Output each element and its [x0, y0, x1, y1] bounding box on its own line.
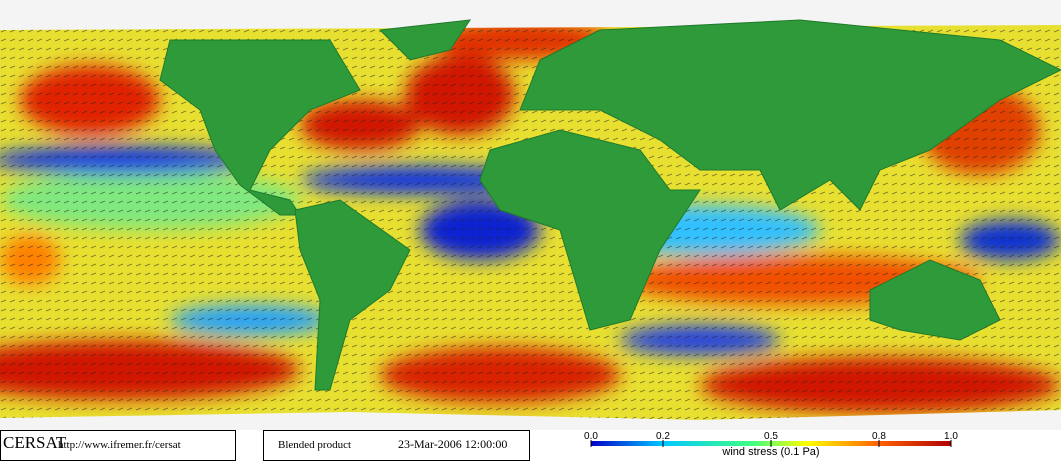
product-box: [263, 430, 530, 461]
colorbar-tick-label: 0.5: [764, 431, 778, 442]
brand-box: [0, 430, 236, 461]
colorbar-label: wind stress (0.1 Pa): [721, 446, 819, 458]
url: http://www.ifremer.fr/cersat: [58, 439, 181, 451]
product: Blended product: [278, 439, 351, 451]
colorbar-tick-label: 0.0: [584, 431, 598, 442]
colorbar-tick-label: 0.8: [872, 431, 886, 442]
colorbar-tick-label: 0.2: [656, 431, 670, 442]
colorbar-tick-label: 1.0: [944, 431, 958, 442]
land: [0, 0, 1061, 430]
brand: CERSAT: [3, 433, 67, 452]
datetime: 23-Mar-2006 12:00:00: [398, 437, 507, 451]
footer: CERSAT http://www.ifremer.fr/cersat Blen…: [0, 430, 1061, 462]
